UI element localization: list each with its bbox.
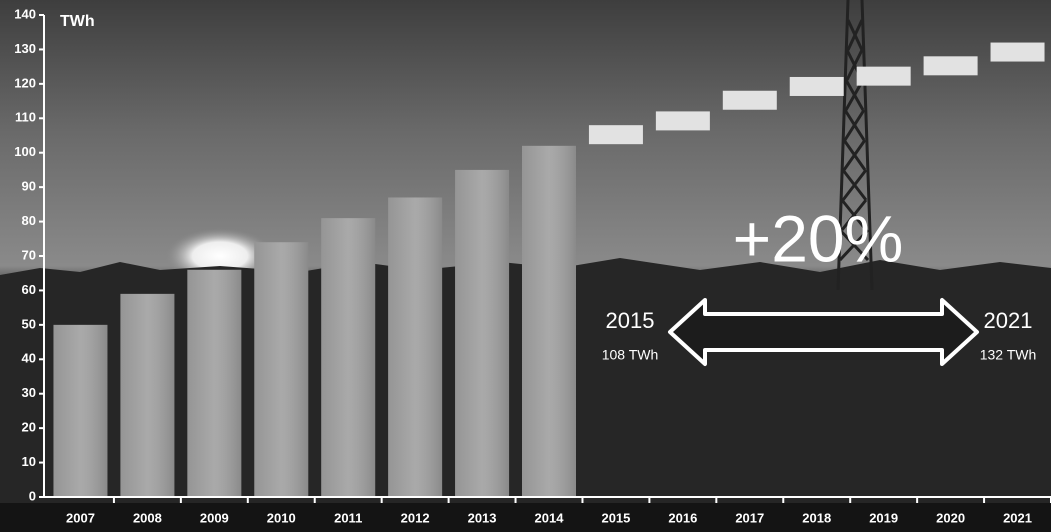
x-tick-label: 2018	[802, 510, 831, 525]
y-tick-label: 130	[14, 41, 36, 56]
y-tick-label: 100	[14, 144, 36, 159]
y-tick-label: 80	[22, 213, 36, 228]
x-tick-label: 2014	[535, 510, 565, 525]
bar-shade	[53, 324, 108, 497]
y-tick-label: 120	[14, 75, 36, 90]
x-tick-label: 2015	[601, 510, 630, 525]
x-tick-label: 2009	[200, 510, 229, 525]
x-tick-label: 2020	[936, 510, 965, 525]
bar-shade	[321, 218, 376, 497]
y-tick-label: 70	[22, 247, 36, 262]
end-value: 132 TWh	[980, 347, 1037, 363]
y-tick-label: 140	[14, 6, 36, 21]
x-tick-label: 2011	[334, 510, 362, 525]
bar-shade	[254, 242, 309, 497]
x-tick-label: 2016	[668, 510, 697, 525]
x-tick-label: 2021	[1003, 510, 1032, 525]
plot-area	[53, 42, 1045, 498]
forecast-marker	[856, 66, 911, 86]
bar-shade	[522, 145, 576, 498]
y-tick-label: 40	[22, 351, 36, 366]
x-tick-label: 2007	[66, 510, 95, 525]
end-year: 2021	[984, 308, 1033, 333]
y-tick-label: 60	[22, 282, 36, 297]
start-year: 2015	[606, 308, 655, 333]
y-tick-label: 90	[22, 179, 36, 194]
bar-shade	[455, 169, 510, 497]
unit-label: TWh	[60, 13, 95, 30]
forecast-marker	[655, 111, 710, 131]
x-tick-label: 2013	[468, 510, 497, 525]
y-tick-label: 50	[22, 316, 36, 331]
y-tick-label: 10	[22, 454, 36, 469]
forecast-marker	[588, 125, 643, 145]
x-tick-label: 2012	[401, 510, 430, 525]
x-tick-label: 2010	[267, 510, 296, 525]
x-tick-label: 2017	[735, 510, 764, 525]
forecast-marker	[789, 76, 844, 96]
forecast-marker	[722, 90, 777, 110]
forecast-marker	[990, 42, 1045, 62]
growth-annotation: +20%	[733, 201, 904, 275]
y-tick-label: 110	[15, 110, 36, 125]
bar-shade	[120, 293, 175, 497]
x-tick-label: 2008	[133, 510, 162, 525]
bar-shade	[388, 197, 443, 497]
range-arrow	[668, 298, 979, 366]
x-tick-label: 2019	[869, 510, 898, 525]
bar-shade	[187, 269, 242, 497]
forecast-marker	[923, 56, 978, 76]
start-value: 108 TWh	[602, 347, 659, 363]
y-tick-label: 0	[29, 488, 36, 503]
y-tick-label: 20	[22, 420, 36, 435]
y-tick-label: 30	[22, 385, 36, 400]
